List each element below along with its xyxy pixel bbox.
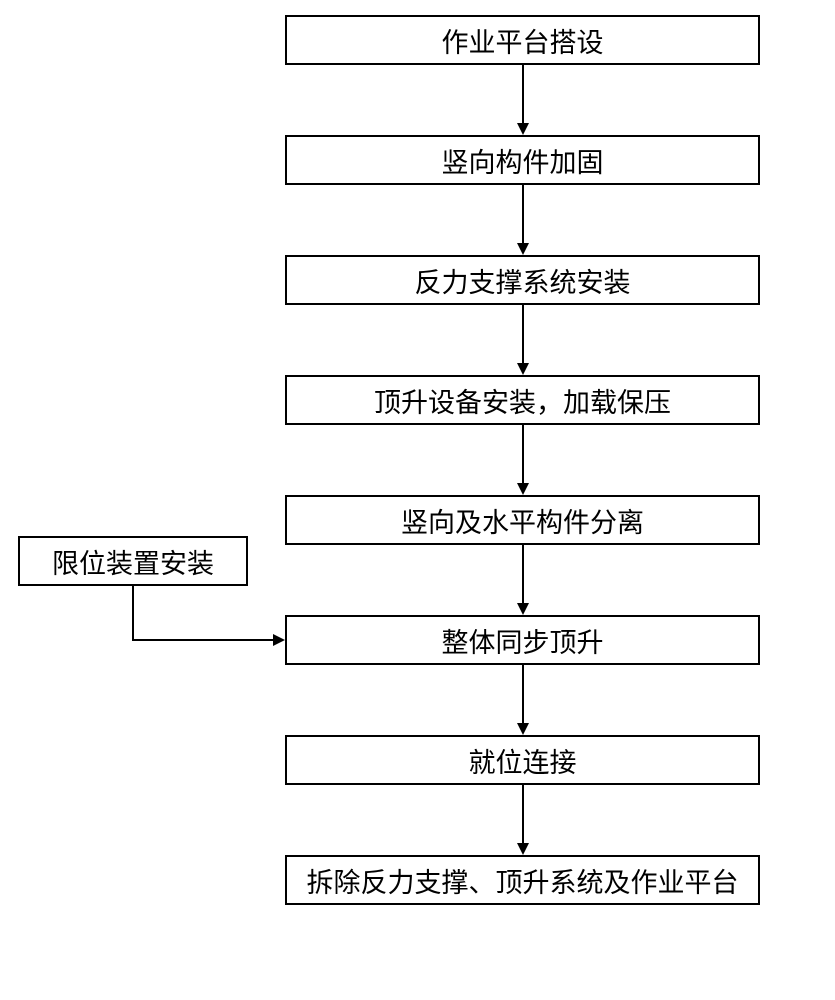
step-box-7: 就位连接 [285, 735, 760, 785]
step-box-6: 整体同步顶升 [285, 615, 760, 665]
elbow-arrow-horizontal [132, 639, 273, 641]
arrow-line-7 [522, 785, 524, 843]
arrow-line-5 [522, 545, 524, 603]
elbow-arrow-head [273, 634, 285, 646]
arrow-head-2 [517, 243, 529, 255]
step-label-2: 竖向构件加固 [442, 141, 604, 180]
arrow-head-1 [517, 123, 529, 135]
step-label-5: 竖向及水平构件分离 [401, 501, 644, 540]
step-label-8: 拆除反力支撑、顶升系统及作业平台 [307, 861, 739, 900]
arrow-head-6 [517, 723, 529, 735]
step-box-2: 竖向构件加固 [285, 135, 760, 185]
step-label-1: 作业平台搭设 [442, 21, 604, 60]
step-label-4: 顶升设备安装，加载保压 [374, 381, 671, 420]
step-box-1: 作业平台搭设 [285, 15, 760, 65]
step-box-8: 拆除反力支撑、顶升系统及作业平台 [285, 855, 760, 905]
arrow-line-2 [522, 185, 524, 243]
side-box-1: 限位装置安装 [18, 536, 248, 586]
arrow-line-3 [522, 305, 524, 363]
arrow-line-1 [522, 65, 524, 123]
side-label-1: 限位装置安装 [52, 542, 214, 581]
step-label-7: 就位连接 [469, 741, 577, 780]
arrow-line-6 [522, 665, 524, 723]
arrow-head-7 [517, 843, 529, 855]
elbow-arrow-vertical [132, 586, 134, 641]
arrow-head-4 [517, 483, 529, 495]
arrow-head-5 [517, 603, 529, 615]
step-box-4: 顶升设备安装，加载保压 [285, 375, 760, 425]
step-box-5: 竖向及水平构件分离 [285, 495, 760, 545]
arrow-line-4 [522, 425, 524, 483]
step-label-3: 反力支撑系统安装 [415, 261, 631, 300]
step-label-6: 整体同步顶升 [442, 621, 604, 660]
arrow-head-3 [517, 363, 529, 375]
step-box-3: 反力支撑系统安装 [285, 255, 760, 305]
